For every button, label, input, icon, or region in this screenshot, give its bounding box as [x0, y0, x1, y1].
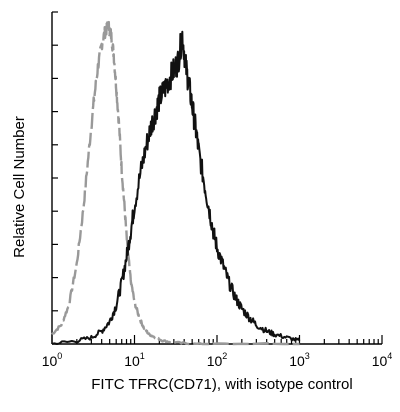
x-tick-label: 101 — [124, 351, 145, 369]
x-axis-label: FITC TFRC(CD71), with isotype control — [91, 376, 352, 393]
isotype-control-line — [51, 20, 300, 346]
y-axis-ticks — [52, 11, 58, 345]
series-group — [51, 20, 301, 346]
y-axis-label: Relative Cell Number — [11, 116, 28, 258]
plot-area: 100 101 102 103 104 — [42, 11, 393, 369]
tfrc-cd71-line — [51, 30, 301, 345]
x-tick-label: 100 — [42, 351, 63, 369]
x-tick-label: 104 — [372, 351, 393, 369]
x-axis-tick-labels: 100 101 102 103 104 — [42, 351, 393, 369]
x-tick-label: 102 — [207, 351, 228, 369]
x-tick-label: 103 — [289, 351, 310, 369]
